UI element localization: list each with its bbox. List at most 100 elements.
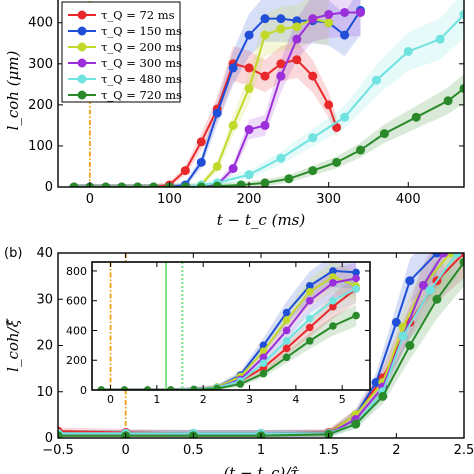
data-point: [332, 157, 342, 167]
data-point: [352, 274, 360, 283]
data-point: [244, 83, 254, 93]
data-point: [371, 378, 381, 387]
y-tick-label: 0: [45, 180, 53, 195]
data-point: [391, 317, 401, 327]
x-tick-label: 1: [257, 443, 265, 458]
data-point: [259, 347, 268, 356]
data-point: [292, 55, 302, 65]
data-point: [439, 253, 449, 258]
band-1: [73, 0, 361, 187]
legend-label-4: τ_Q = 480 ms: [101, 72, 182, 86]
band-0: [73, 41, 337, 187]
data-point: [260, 120, 270, 130]
series-line-5: [73, 87, 464, 187]
data-point: [452, 253, 462, 258]
x-tick-label: 300: [316, 192, 341, 207]
data-point: [282, 316, 291, 324]
data-point: [282, 344, 291, 353]
data-point: [260, 30, 270, 40]
data-point: [459, 257, 464, 267]
data-point: [276, 14, 286, 24]
legend-marker-4: [77, 74, 87, 84]
data-point: [329, 302, 337, 311]
x-tick-label: 0: [122, 443, 130, 458]
panel-label: (b): [4, 246, 22, 261]
data-point: [228, 120, 238, 130]
panel-b-inset: 0 1 2 3 4 5 0 200 400 600 800: [66, 261, 371, 406]
y-tick-label: 0: [45, 431, 53, 446]
y-tick-label: 600: [66, 295, 87, 308]
x-tick-label: 200: [237, 192, 262, 207]
data-point: [260, 71, 270, 81]
panel-b-plot: [58, 253, 464, 438]
data-point: [305, 314, 314, 323]
data-point: [324, 18, 334, 28]
data-point: [305, 337, 314, 345]
data-point: [405, 341, 415, 350]
data-point: [445, 253, 455, 258]
data-point: [379, 129, 389, 139]
data-point: [244, 63, 254, 73]
data-point: [308, 166, 318, 176]
x-tick-label: 5: [339, 393, 346, 406]
legend-marker-0: [77, 10, 87, 20]
x-tick-label: 3: [246, 393, 253, 406]
data-point: [305, 287, 314, 296]
data-point: [180, 182, 190, 187]
data-point: [213, 384, 221, 390]
legend-marker-1: [77, 26, 87, 36]
data-point: [190, 385, 198, 390]
data-point: [282, 353, 291, 362]
y-tick-label: 400: [28, 16, 53, 31]
x-tick-label: 400: [396, 192, 421, 207]
x-tick-label: 100: [157, 192, 182, 207]
x-tick-label: 0: [86, 192, 94, 207]
legend: τ_Q = 72 ms τ_Q = 150 ms τ_Q = 200 ms τ_Q =…: [61, 1, 182, 103]
data-point: [69, 182, 79, 187]
x-tick-label: −0.5: [42, 443, 74, 458]
data-point: [282, 326, 291, 335]
y-axis-label: l_coh/ξ̂: [4, 318, 22, 371]
data-point: [97, 386, 106, 390]
data-point: [259, 353, 268, 362]
data-point: [276, 71, 286, 81]
series-line-4: [101, 287, 357, 390]
panel-a-frame: [57, 0, 465, 188]
data-point: [443, 96, 453, 106]
data-point: [371, 75, 381, 85]
data-point: [329, 273, 337, 281]
data-point: [305, 282, 314, 290]
data-point: [403, 46, 413, 56]
y-tick-label: 30: [36, 292, 53, 307]
legend-marker-5: [77, 90, 87, 100]
x-tick-label: 2: [392, 443, 400, 458]
data-point: [324, 100, 334, 110]
data-point: [101, 182, 111, 187]
x-axis-label: (t − t_c)/τ̂: [223, 464, 299, 474]
y-tick-label: 0: [80, 384, 87, 397]
data-point: [459, 10, 464, 20]
data-point: [356, 7, 366, 17]
data-point: [308, 71, 318, 81]
data-point: [260, 178, 270, 187]
data-point: [276, 59, 286, 69]
data-point: [149, 182, 159, 187]
data-point: [308, 133, 318, 143]
data-point: [459, 83, 464, 93]
y-tick-label: 800: [66, 265, 87, 278]
band-2: [73, 0, 329, 187]
data-point: [405, 276, 415, 286]
data-point: [356, 145, 366, 155]
series-line-2: [101, 275, 357, 390]
data-point: [244, 125, 254, 135]
data-point: [196, 157, 206, 167]
data-point: [166, 386, 175, 390]
data-point: [284, 174, 294, 184]
y-axis-label: l_coh (μm): [4, 50, 22, 130]
data-point: [308, 14, 318, 24]
data-point: [352, 268, 360, 277]
data-point: [432, 253, 442, 258]
y-tick-label: 300: [28, 57, 53, 72]
y-tick-label: 400: [66, 324, 87, 337]
